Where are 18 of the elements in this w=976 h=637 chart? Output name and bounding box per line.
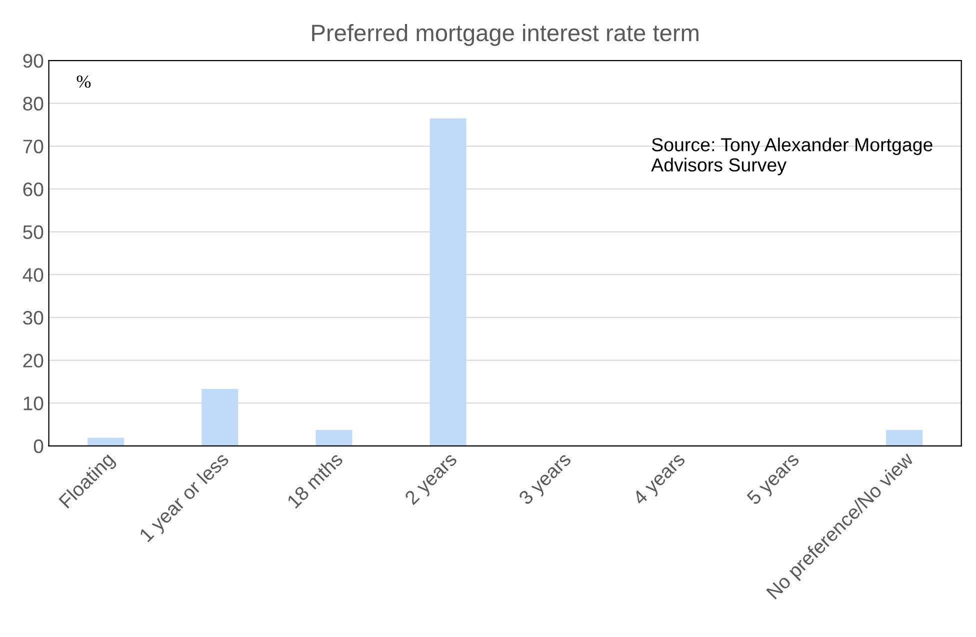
y-tick-label: 10 [24,396,44,410]
annotation: Source: Tony Alexander Mortgage Advisors Survey [651,138,932,176]
bar [430,118,466,446]
y-tick-label: 0 [34,439,44,454]
bar [886,430,923,446]
y-tick-label: 50 [23,225,44,240]
bar [88,438,124,446]
y-tick-label: 80 [23,96,44,111]
bar [316,430,352,446]
y-tick-label: 30 [23,310,44,325]
chart-title: Preferred mortgage interest rate term [312,24,698,46]
y-tick-label: 60 [23,182,44,196]
y-tick-label: 20 [23,354,44,368]
y-axis-title: % [76,75,91,88]
y-tick-label: 90 [23,54,44,68]
bar [202,388,238,446]
y-tick-label: 70 [23,140,44,154]
y-tick-label: 40 [22,268,44,282]
